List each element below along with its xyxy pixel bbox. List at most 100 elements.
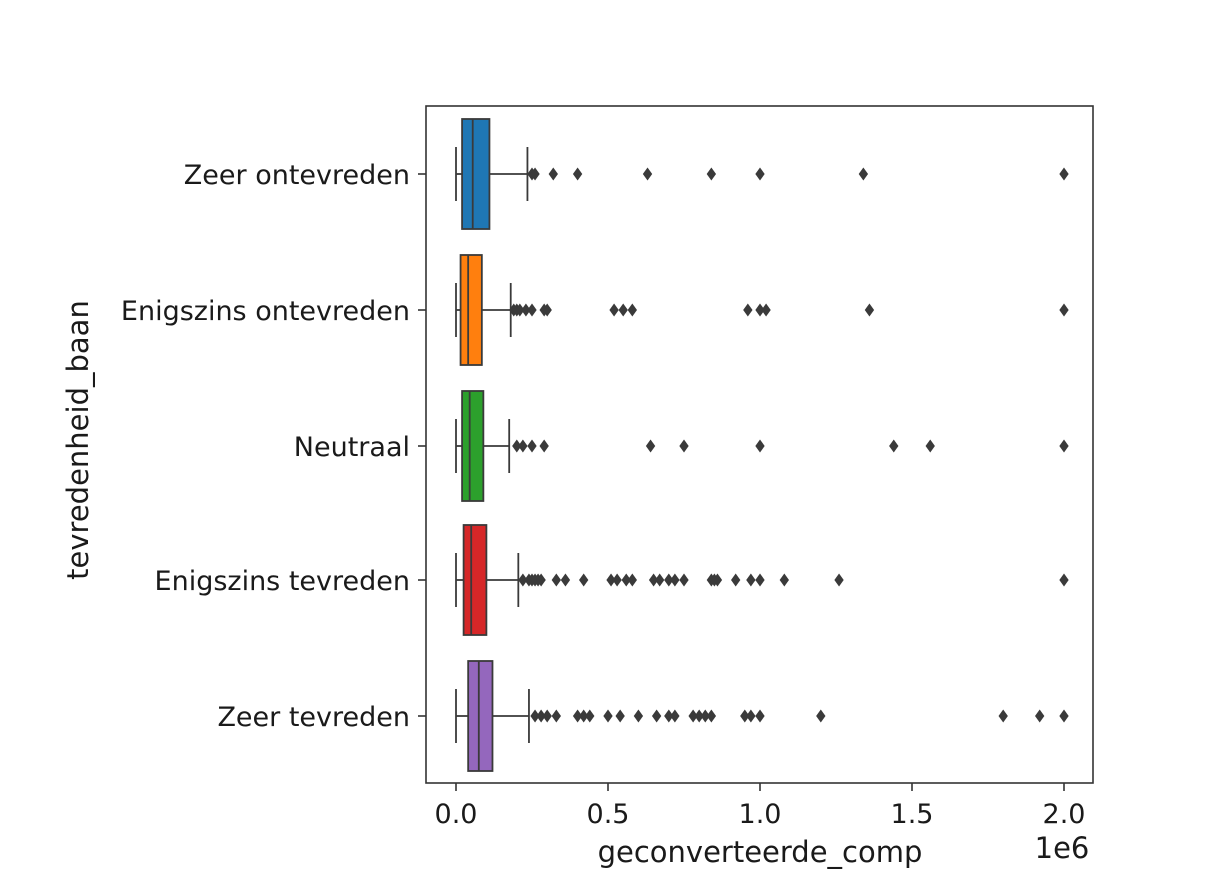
x-tick-label: 1.0	[739, 799, 782, 830]
outlier-point	[706, 167, 717, 181]
outlier-point	[542, 303, 552, 317]
outlier-point	[664, 573, 674, 587]
outlier-point	[755, 573, 765, 587]
outlier-point	[542, 709, 552, 723]
outlier-point	[642, 167, 653, 181]
box-enigszins-tevreden	[455, 524, 1069, 636]
outlier-point	[1059, 573, 1069, 587]
box-neutraal	[455, 390, 1069, 502]
outlier-point	[551, 709, 561, 723]
y-tick-label: Zeer ontevreden	[184, 160, 410, 191]
outlier-point	[1059, 439, 1069, 453]
outlier-point	[779, 573, 789, 587]
outlier-point	[648, 573, 659, 587]
y-tick-label: Enigszins ontevreden	[121, 296, 410, 327]
outlier-point	[627, 303, 637, 317]
outlier-point	[530, 167, 540, 181]
outlier-point	[755, 303, 765, 317]
outlier-point	[743, 303, 753, 317]
outlier-point	[700, 709, 710, 723]
box-zeer-tevreden	[455, 660, 1069, 772]
box-zeer-ontevreden	[455, 118, 1069, 230]
outlier-point	[1059, 167, 1069, 181]
outlier-point	[670, 709, 680, 723]
outlier-point	[536, 573, 546, 587]
outlier-point	[679, 573, 689, 587]
outlier-point	[706, 709, 717, 723]
outlier-point	[512, 439, 522, 453]
outlier-point	[925, 439, 935, 453]
box-iqr	[461, 118, 491, 230]
outlier-point	[585, 709, 595, 723]
outlier-point	[515, 303, 525, 317]
outlier-point	[572, 167, 583, 181]
box-iqr	[461, 390, 485, 502]
outlier-point	[746, 709, 756, 723]
y-tick-label: Neutraal	[294, 432, 410, 463]
outlier-point	[606, 573, 616, 587]
outlier-point	[1059, 303, 1069, 317]
outlier-point	[694, 709, 704, 723]
x-tick-label: 0.5	[587, 799, 630, 830]
box-iqr	[467, 660, 494, 772]
outlier-point	[615, 709, 625, 723]
outlier-point	[521, 303, 531, 317]
outlier-point	[548, 167, 558, 181]
outlier-point	[1059, 709, 1069, 723]
outlier-point	[603, 709, 613, 723]
x-axis-offset-text: 1e6	[1035, 831, 1090, 865]
outlier-point	[858, 167, 869, 181]
plot-area	[425, 105, 1094, 784]
outlier-point	[816, 709, 826, 723]
outlier-point	[834, 573, 844, 587]
outlier-point	[755, 709, 765, 723]
outlier-point	[609, 303, 619, 317]
outlier-point	[864, 303, 875, 317]
box-iqr	[459, 254, 483, 366]
outlier-point	[572, 709, 583, 723]
box-iqr	[462, 524, 488, 636]
outlier-point	[664, 709, 674, 723]
outlier-point	[618, 303, 628, 317]
outlier-point	[755, 439, 765, 453]
x-axis-label: geconverteerde_comp	[598, 835, 923, 869]
y-tick-label: Zeer tevreden	[217, 702, 410, 733]
outlier-point	[551, 573, 561, 587]
outlier-point	[518, 573, 528, 587]
x-tick-label: 2.0	[1043, 799, 1086, 830]
outlier-point	[655, 573, 665, 587]
outlier-point	[527, 303, 537, 317]
outlier-point	[527, 439, 537, 453]
outlier-point	[612, 573, 622, 587]
outlier-point	[645, 439, 656, 453]
y-tick-label: Enigszins tevreden	[155, 566, 410, 597]
box-enigszins-ontevreden	[455, 254, 1069, 366]
outlier-point	[731, 573, 741, 587]
outlier-point	[627, 573, 637, 587]
outlier-point	[688, 709, 698, 723]
outlier-point	[633, 709, 644, 723]
outlier-point	[539, 439, 549, 453]
outlier-point	[530, 709, 540, 723]
x-tick-label: 1.5	[891, 799, 934, 830]
outlier-point	[518, 439, 528, 453]
outlier-point	[560, 573, 571, 587]
outlier-point	[746, 573, 756, 587]
outlier-point	[579, 573, 589, 587]
outlier-point	[740, 709, 750, 723]
outlier-point	[755, 167, 765, 181]
outlier-point	[579, 709, 589, 723]
outlier-point	[679, 439, 689, 453]
y-axis-label: tevredenheid_baan	[61, 300, 95, 580]
outlier-point	[651, 709, 662, 723]
outlier-point	[998, 709, 1008, 723]
outlier-point	[670, 573, 680, 587]
outlier-point	[1035, 709, 1045, 723]
axis-ticks: 0.0 0.5 1.0 1.5 2.0 Zeer ontevreden Enigszins …	[121, 160, 1086, 830]
outlier-point	[536, 709, 546, 723]
outlier-point	[621, 573, 631, 587]
outlier-point	[712, 573, 723, 587]
outlier-point	[889, 439, 899, 453]
outlier-point	[761, 303, 771, 317]
x-tick-label: 0.0	[435, 799, 478, 830]
